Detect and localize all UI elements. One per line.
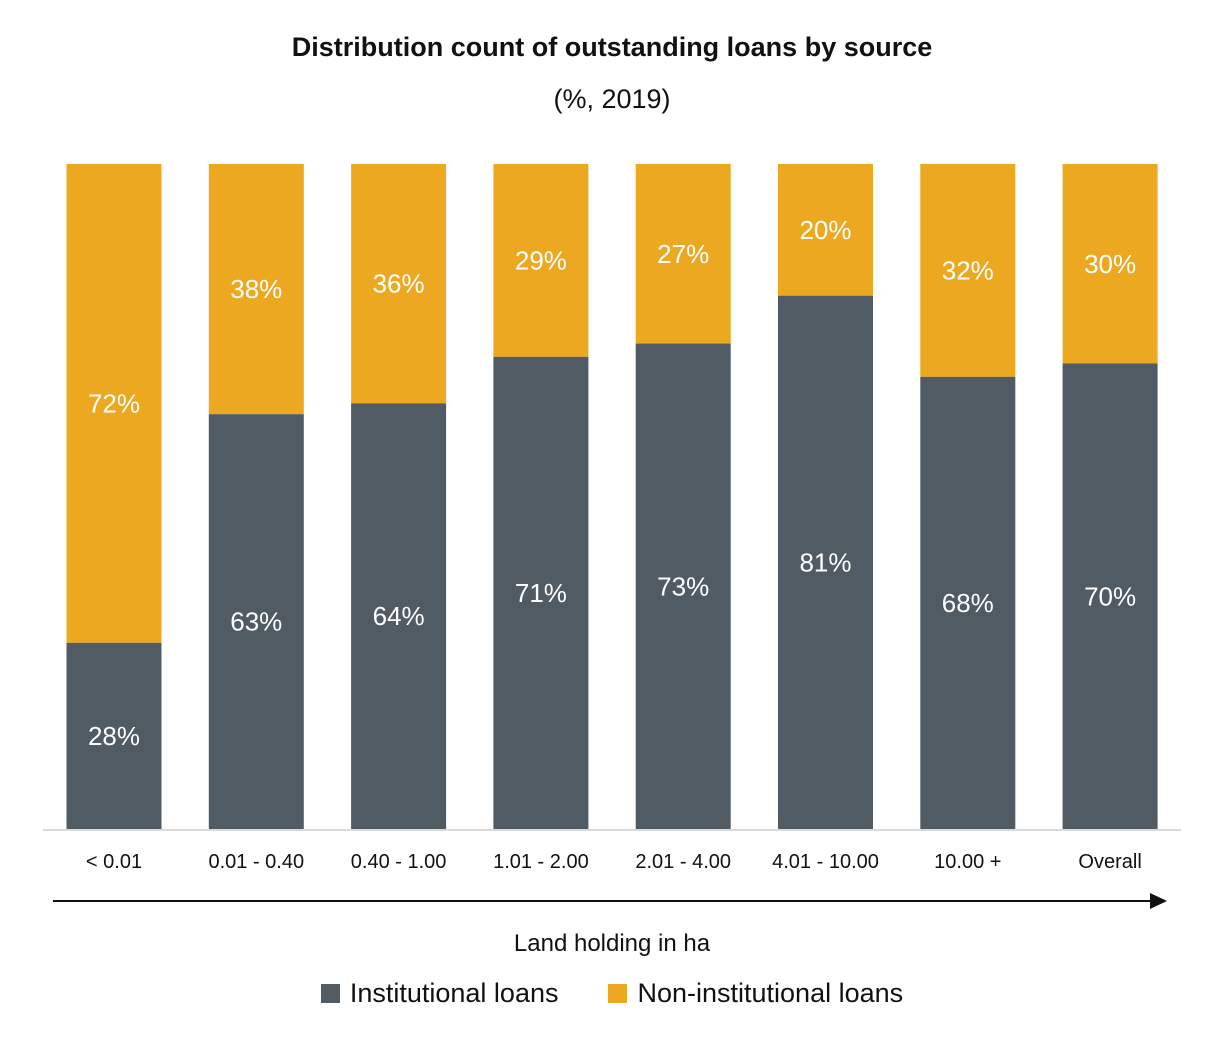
chart-subtitle: (%, 2019) xyxy=(553,84,671,114)
data-label-non-institutional: 30% xyxy=(1084,249,1136,279)
bar-non-institutional xyxy=(66,164,162,643)
bar-institutional xyxy=(920,376,1016,829)
bar-institutional xyxy=(493,356,589,829)
data-label-non-institutional: 27% xyxy=(657,239,709,269)
legend-swatch-non-institutional xyxy=(608,984,628,1003)
legend: Institutional loans Non-institutional lo… xyxy=(0,978,1224,1009)
bar-non-institutional xyxy=(635,164,731,344)
x-tick-label: 0.01 - 0.40 xyxy=(208,851,304,873)
stacked-bar-chart: 72% 28% < 0.01 38% 63% 0.01 - 0.40 36% 64% 0.40 … xyxy=(43,164,1181,909)
bar-institutional xyxy=(778,295,873,829)
x-axis-arrow-head-icon xyxy=(1150,893,1167,909)
data-label-institutional: 68% xyxy=(942,588,994,618)
x-tick-label: 0.40 - 1.00 xyxy=(351,851,447,873)
legend-item-non-institutional: Non-institutional loans xyxy=(608,978,903,1009)
data-label-institutional: 73% xyxy=(657,571,709,601)
x-tick-label: < 0.01 xyxy=(86,851,142,873)
bar-institutional xyxy=(208,414,304,829)
bar-non-institutional xyxy=(208,164,304,415)
data-label-non-institutional: 38% xyxy=(230,274,282,304)
data-label-non-institutional: 20% xyxy=(799,215,851,245)
data-label-non-institutional: 29% xyxy=(515,245,567,275)
bar-institutional xyxy=(351,403,447,829)
bar-institutional xyxy=(635,343,731,829)
legend-label-institutional: Institutional loans xyxy=(349,978,559,1008)
legend-item-institutional: Institutional loans xyxy=(320,978,559,1009)
data-label-institutional: 81% xyxy=(799,547,851,577)
bar-non-institutional xyxy=(1062,164,1158,364)
x-tick-label: Overall xyxy=(1078,851,1141,873)
chart-title: Distribution count of outstanding loans … xyxy=(291,32,933,62)
x-tick-label: 4.01 - 10.00 xyxy=(772,851,879,873)
legend-label-non-institutional: Non-institutional loans xyxy=(637,978,904,1008)
legend-swatch-institutional xyxy=(320,984,340,1003)
data-label-institutional: 71% xyxy=(515,578,567,608)
bar-institutional xyxy=(66,642,162,829)
x-tick-label: 2.01 - 4.00 xyxy=(635,851,731,873)
bar-institutional xyxy=(1062,363,1158,829)
data-label-institutional: 70% xyxy=(1084,581,1136,611)
x-axis-label: Land holding in ha xyxy=(513,930,711,957)
bar-non-institutional xyxy=(351,164,447,404)
x-tick-label: 10.00 + xyxy=(934,851,1001,873)
bar-non-institutional xyxy=(778,164,873,296)
data-label-non-institutional: 36% xyxy=(373,269,425,299)
data-label-institutional: 64% xyxy=(373,601,425,631)
data-label-institutional: 63% xyxy=(230,607,282,637)
bar-non-institutional xyxy=(920,164,1016,377)
x-tick-label: 1.01 - 2.00 xyxy=(493,851,589,873)
data-label-institutional: 28% xyxy=(88,721,140,751)
data-label-non-institutional: 72% xyxy=(88,388,140,418)
data-label-non-institutional: 32% xyxy=(942,255,994,285)
bar-non-institutional xyxy=(493,164,589,357)
